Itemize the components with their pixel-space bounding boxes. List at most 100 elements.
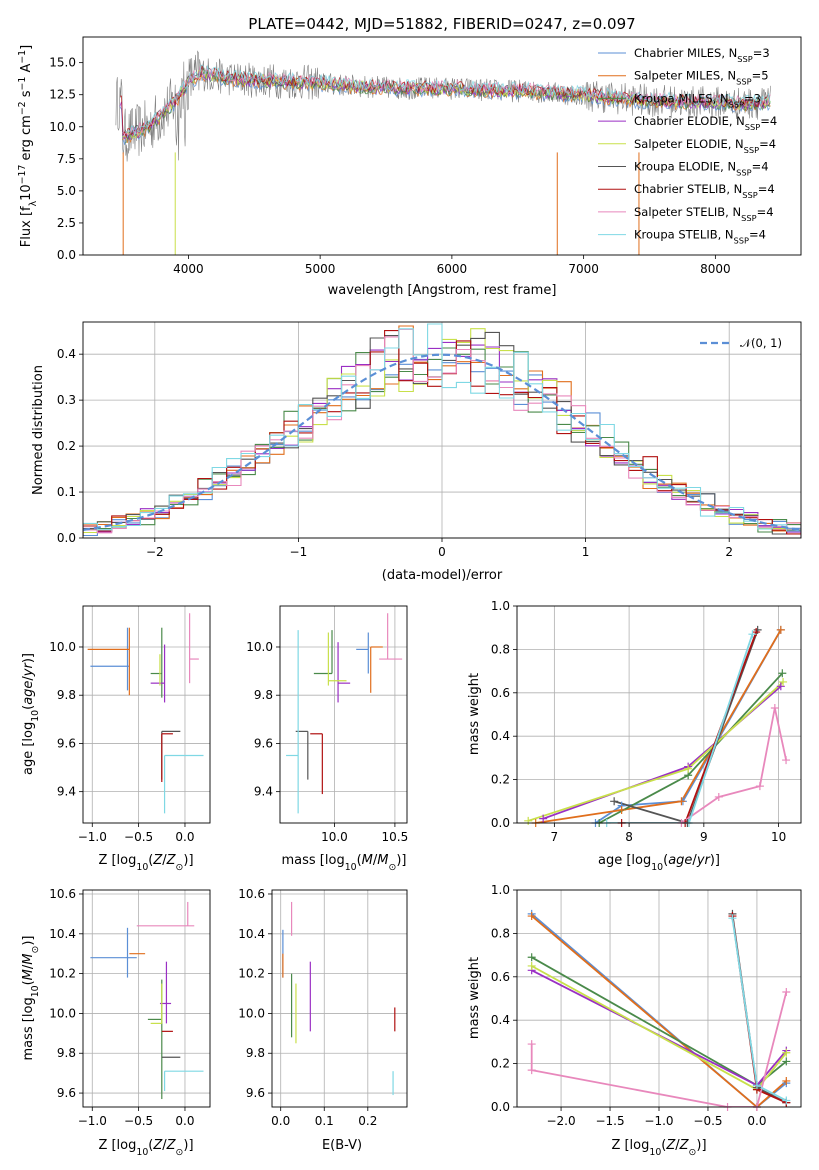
weight-vs-z-xlabel: Z [log10(Z/Z⊙)] bbox=[611, 1138, 706, 1158]
residuals-ylabel: Normed distribution bbox=[31, 365, 46, 495]
axes-frame bbox=[82, 889, 211, 1108]
weight-marker bbox=[755, 782, 764, 791]
label-segment: / bbox=[373, 853, 378, 868]
y-tick-label: 9.4 bbox=[57, 785, 76, 799]
x-tick-label: −1.0 bbox=[78, 830, 107, 844]
weight-marker bbox=[527, 953, 536, 962]
label-segment: −1 bbox=[17, 50, 28, 64]
y-tick-label: 10.0 bbox=[49, 1006, 76, 1020]
label-segment: )] bbox=[21, 936, 36, 946]
label-segment: −17 bbox=[17, 165, 28, 185]
x-tick-label: 4000 bbox=[173, 262, 204, 276]
x-tick-label: 7 bbox=[551, 830, 559, 844]
y-tick-label: 10.6 bbox=[49, 887, 76, 901]
spectrum-xlabel: wavelength [Angstrom, rest frame] bbox=[328, 283, 557, 298]
y-tick-label: 10.4 bbox=[49, 927, 76, 941]
label-segment: =4 bbox=[757, 205, 774, 219]
y-tick-label: 0.2 bbox=[491, 1057, 510, 1071]
weight-line bbox=[731, 913, 787, 1104]
plot-area bbox=[286, 613, 403, 814]
weight-line bbox=[598, 672, 783, 823]
legend-entry: Chabrier ELODIE, NSSP=4 bbox=[634, 114, 777, 132]
label-segment: =5 bbox=[752, 69, 769, 83]
label-segment: ( bbox=[357, 853, 362, 868]
x-tick-label: 0.0 bbox=[747, 1114, 766, 1128]
y-tick-label: 0.6 bbox=[491, 686, 510, 700]
y-tick-label: 10.2 bbox=[238, 967, 265, 981]
label-segment: =4 bbox=[758, 182, 775, 196]
model-fit-line bbox=[124, 64, 771, 135]
label-segment: / bbox=[21, 964, 36, 969]
label-segment: ⊙ bbox=[176, 862, 184, 873]
mass-vs-z-ylabel: mass [log10(M/M⊙)] bbox=[21, 936, 41, 1061]
y-tick-label: 0.8 bbox=[491, 926, 510, 940]
x-tick-label: −0.5 bbox=[693, 1114, 722, 1128]
plot-area bbox=[282, 901, 396, 1096]
label-segment: =3 bbox=[744, 91, 761, 105]
label-segment: −2 bbox=[17, 101, 28, 115]
weight-line bbox=[731, 918, 787, 1102]
label-segment: )] bbox=[21, 653, 36, 663]
legend-entry: Salpeter STELIB, NSSP=4 bbox=[634, 205, 774, 223]
label-segment: age [log bbox=[21, 722, 36, 775]
y-tick-label: 10.0 bbox=[246, 640, 273, 654]
x-tick-label: −0.5 bbox=[124, 830, 153, 844]
weight-marker bbox=[524, 816, 533, 825]
weight-marker bbox=[728, 914, 737, 923]
label-segment: ⊙ bbox=[389, 862, 397, 873]
legend-entry: Salpeter ELODIE, NSSP=4 bbox=[634, 137, 776, 155]
weight-line bbox=[531, 913, 787, 1107]
plot-mass_vs_ebv: 0.0 0.1 0.2 9.6 9.8 10.0 10.2 10.4 10.6 bbox=[238, 887, 408, 1128]
label-segment: ( bbox=[148, 1138, 153, 1153]
label-segment: =3 bbox=[753, 46, 770, 60]
x-tick-label: −1.0 bbox=[78, 1114, 107, 1128]
age-vs-z-xlabel: Z [log10(Z/Z⊙)] bbox=[98, 853, 193, 873]
label-segment: / bbox=[162, 1138, 167, 1153]
x-tick-label: −1.0 bbox=[644, 1114, 673, 1128]
x-tick-label: 6000 bbox=[437, 262, 468, 276]
x-tick-label: 9 bbox=[700, 830, 708, 844]
x-tick-label: −1 bbox=[290, 545, 308, 559]
label-segment: Kroupa STELIB, N bbox=[634, 228, 734, 242]
label-segment: )] bbox=[183, 853, 193, 868]
axes-frame bbox=[82, 605, 211, 824]
label-segment: ( bbox=[21, 980, 36, 985]
label-segment: Chabrier MILES, N bbox=[634, 46, 737, 60]
mass-vs-ebv-xlabel: E(B-V) bbox=[322, 1138, 362, 1153]
x-tick-label: 0.0 bbox=[175, 830, 194, 844]
y-tick-label: 9.8 bbox=[246, 1046, 265, 1060]
y-tick-label: 5.0 bbox=[57, 184, 76, 198]
y-tick-label: 0.4 bbox=[491, 729, 510, 743]
label-segment: =4 bbox=[760, 114, 777, 128]
label-segment: λ bbox=[28, 200, 39, 206]
y-tick-label: 10.0 bbox=[49, 640, 76, 654]
label-segment: SSP bbox=[742, 190, 757, 200]
x-tick-label: −0.5 bbox=[124, 1114, 153, 1128]
y-tick-label: 0.6 bbox=[491, 970, 510, 984]
spectrum-ylabel: Flux [fλ10−17 erg cm−2 s−1 A−1] bbox=[17, 45, 39, 247]
label-segment: )] bbox=[710, 853, 720, 868]
y-tick-label: 10.0 bbox=[238, 1006, 265, 1020]
label-segment: Salpeter ELODIE, N bbox=[634, 137, 744, 151]
label-segment: SSP bbox=[734, 236, 749, 246]
weight-vs-z-ylabel: mass weight bbox=[467, 957, 482, 1039]
weight-vs-age-xlabel: age [log10(age/yr)] bbox=[598, 853, 720, 873]
model-fit-line bbox=[119, 64, 770, 138]
label-segment: age bbox=[21, 681, 36, 705]
label-segment: Z [log bbox=[98, 1138, 136, 1153]
x-tick-label: 0.1 bbox=[315, 1114, 334, 1128]
x-tick-label: 0.0 bbox=[271, 1114, 290, 1128]
weight-marker bbox=[776, 625, 785, 634]
label-segment: age bbox=[668, 853, 692, 868]
label-segment: −1 bbox=[17, 77, 28, 91]
label-segment: ⊙ bbox=[689, 1147, 697, 1158]
plot-spectrum: 4000 5000 6000 7000 8000 0.0 2.5 5.0 7.5 10.0 12.5… bbox=[49, 36, 802, 276]
y-tick-label: 0.2 bbox=[491, 773, 510, 787]
label-segment: SSP bbox=[737, 54, 752, 64]
y-tick-label: 9.6 bbox=[57, 1086, 76, 1100]
mass-vs-z-xlabel: Z [log10(Z/Z⊙)] bbox=[98, 1138, 193, 1158]
weight-marker bbox=[684, 764, 693, 773]
label-segment: / bbox=[162, 853, 167, 868]
weight-marker bbox=[617, 805, 626, 814]
